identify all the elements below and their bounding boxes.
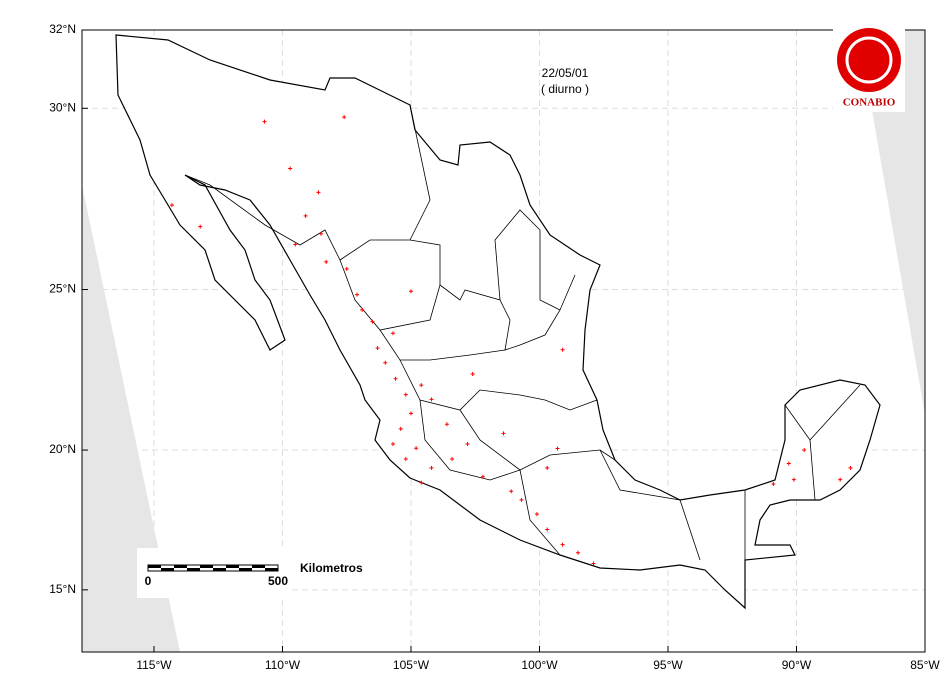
fire-point	[316, 190, 321, 195]
x-tick-label: 90°W	[782, 658, 812, 672]
fire-point	[470, 371, 475, 376]
fire-point	[360, 307, 365, 312]
x-tick-label: 115°W	[136, 658, 172, 672]
fire-point	[288, 166, 293, 171]
logo-text: CONABIO	[843, 97, 896, 109]
fire-point	[429, 397, 434, 402]
fire-point	[534, 512, 539, 517]
fire-point	[375, 346, 380, 351]
fire-point	[560, 542, 565, 547]
fire-point	[444, 422, 449, 427]
subtitle: ( diurno )	[541, 82, 589, 96]
fire-point	[355, 292, 360, 297]
fire-point	[545, 527, 550, 532]
fire-point	[169, 203, 174, 208]
fire-point	[450, 457, 455, 462]
fire-point	[198, 224, 203, 229]
fire-point	[465, 442, 470, 447]
country-outline	[115, 34, 881, 610]
scale-start: 0	[145, 574, 152, 588]
logo-ring	[845, 36, 893, 84]
fire-point	[383, 360, 388, 365]
y-tick-label: 30°N	[49, 100, 76, 114]
axes: 115°W 110°W 105°W 100°W 95°W 90°W 85°W 15°N 20°N…	[49, 22, 940, 672]
fire-point	[408, 289, 413, 294]
fire-point	[501, 431, 506, 436]
fire-point	[576, 550, 581, 555]
fire-point	[324, 259, 329, 264]
fire-point	[342, 115, 347, 120]
fire-point	[848, 465, 853, 470]
scale-box	[137, 548, 292, 598]
x-tick-label: 95°W	[653, 658, 683, 672]
no-data-area	[82, 185, 180, 652]
fire-point	[555, 446, 560, 451]
fire-point	[398, 426, 403, 431]
fire-point	[429, 465, 434, 470]
fire-point	[419, 383, 424, 388]
fire-point	[419, 480, 424, 485]
fire-point	[545, 465, 550, 470]
fire-point	[403, 457, 408, 462]
logo: CONABIO	[833, 25, 905, 112]
y-tick-label: 32°N	[49, 22, 76, 36]
fire-point	[802, 448, 807, 453]
fire-point	[480, 474, 485, 479]
y-tick-label: 25°N	[49, 282, 76, 296]
y-tick-label: 15°N	[49, 582, 76, 596]
fire-point	[838, 477, 843, 482]
no-data-area	[858, 30, 925, 415]
fire-point	[403, 392, 408, 397]
fire-point	[414, 446, 419, 451]
fire-point	[390, 442, 395, 447]
scale-checks	[148, 565, 278, 571]
fire-point	[293, 242, 298, 247]
fire-point	[319, 231, 324, 236]
fire-point	[303, 213, 308, 218]
fire-point	[262, 119, 267, 124]
x-tick-label: 105°W	[393, 658, 430, 672]
x-tick-label: 100°W	[521, 658, 558, 672]
fire-points	[169, 115, 853, 566]
fire-point	[560, 347, 565, 352]
date: 22/05/01	[542, 66, 589, 80]
state-borders	[184, 104, 861, 561]
fire-point	[393, 376, 398, 381]
scale-end: 500	[268, 574, 288, 588]
fire-point	[344, 266, 349, 271]
fire-point	[519, 497, 524, 502]
scale-bar: 0 500 Kilometros	[137, 548, 363, 598]
frame	[81, 29, 926, 653]
fire-point	[509, 489, 514, 494]
scale-unit: Kilometros	[300, 561, 363, 575]
fire-point	[786, 461, 791, 466]
fire-point	[370, 319, 375, 324]
x-tick-label: 85°W	[910, 658, 940, 672]
x-tick-label: 110°W	[265, 658, 301, 672]
y-tick-label: 20°N	[49, 442, 76, 456]
fire-point	[390, 331, 395, 336]
fire-point	[771, 482, 776, 487]
fire-point	[791, 477, 796, 482]
fire-point	[408, 411, 413, 416]
fire-point	[591, 561, 596, 566]
